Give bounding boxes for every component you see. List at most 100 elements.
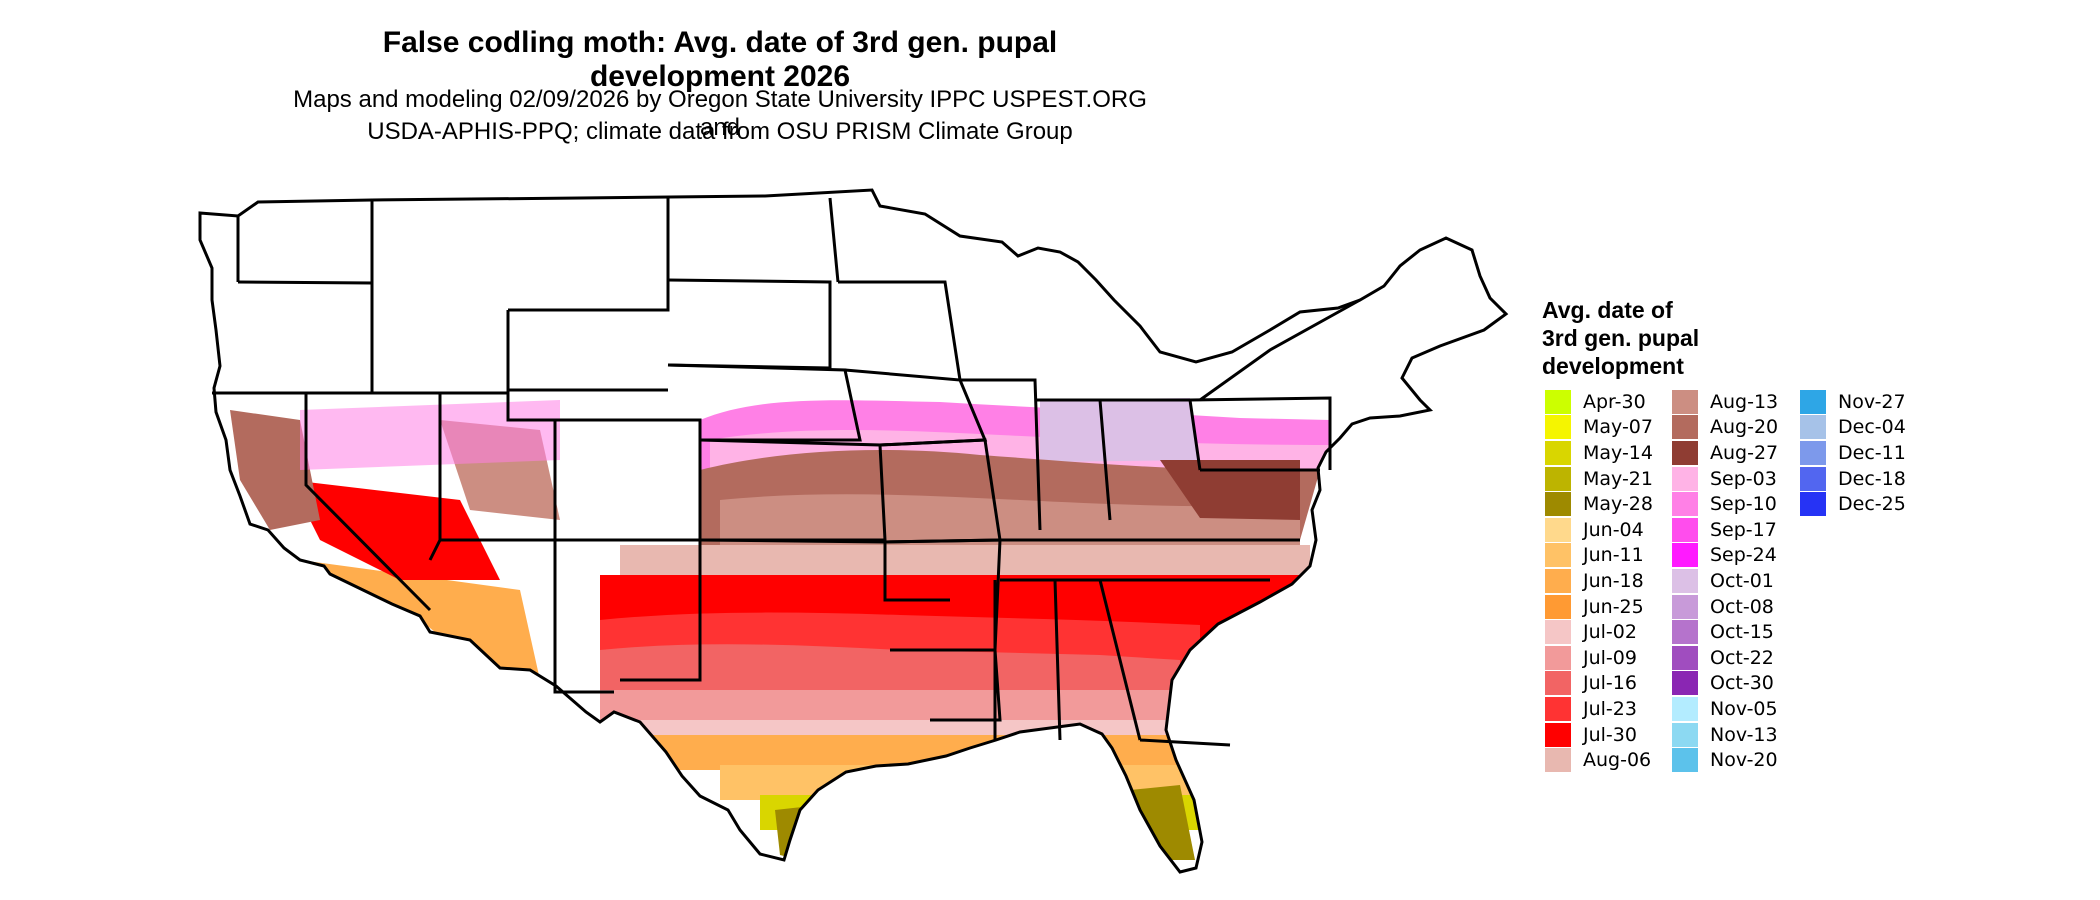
legend-item: May-14 (1545, 440, 1653, 466)
legend-item: Sep-10 (1672, 491, 1778, 517)
legend-swatch (1545, 389, 1571, 414)
zone-sw-jul (290, 480, 500, 580)
legend-label: Oct-30 (1710, 672, 1774, 695)
legend-label: Dec-18 (1838, 467, 1906, 490)
legend-swatch (1545, 517, 1571, 542)
boundary-il (960, 378, 1042, 531)
legend-label: Jul-16 (1583, 672, 1637, 695)
legend-item: Jul-02 (1545, 619, 1653, 645)
subtitle-line-2: USDA-APHIS-PPQ; climate data from OSU PR… (367, 118, 1073, 145)
legend-swatch (1672, 620, 1698, 645)
legend-label: Jun-11 (1583, 544, 1644, 567)
legend-swatch (1545, 543, 1571, 568)
legend-item: Jul-30 (1545, 722, 1653, 748)
legend-swatch (1545, 645, 1571, 670)
legend-item: Jun-11 (1545, 543, 1653, 569)
legend-label: Jul-23 (1583, 697, 1637, 720)
legend-item: Jun-04 (1545, 517, 1653, 543)
zone-oct-01 (1040, 398, 1200, 462)
legend-swatch (1545, 594, 1571, 619)
legend-swatch (1545, 722, 1571, 747)
legend-item: Aug-06 (1545, 747, 1653, 773)
zone-aug-27 (1160, 460, 1300, 520)
legend-label: Aug-20 (1710, 416, 1779, 439)
legend-item: Oct-15 (1672, 619, 1778, 645)
legend-item: Jul-16 (1545, 671, 1653, 697)
legend-swatch (1672, 671, 1698, 696)
legend-label: May-07 (1583, 416, 1653, 439)
zone-may-28 (1130, 785, 1195, 860)
legend-swatch (1672, 594, 1698, 619)
legend-label: Sep-10 (1710, 493, 1777, 516)
legend-swatch (1545, 620, 1571, 645)
legend-item: Oct-30 (1672, 671, 1778, 697)
legend-swatch (1672, 722, 1698, 747)
legend-swatch (1672, 517, 1698, 542)
legend-label: Oct-01 (1710, 569, 1774, 592)
legend-item: Oct-08 (1672, 594, 1778, 620)
legend-column-3: Nov-27 Dec-04 Dec-11 Dec-18 Dec-25 (1800, 389, 1906, 517)
legend-swatch (1545, 440, 1571, 465)
boundary-mt-wy (508, 198, 670, 312)
boundary-ny (1199, 298, 1361, 402)
legend-swatch (1800, 389, 1826, 414)
legend-label: Nov-27 (1838, 390, 1906, 413)
legend-label: Dec-11 (1838, 441, 1906, 464)
boundary-ca-nv (304, 393, 432, 612)
legend-label: Oct-22 (1710, 646, 1774, 669)
legend-title-line-1: Avg. date of (1542, 297, 1673, 323)
legend-swatch (1545, 748, 1571, 773)
legend-label: Aug-06 (1583, 749, 1652, 772)
legend-item: Nov-20 (1672, 747, 1778, 773)
legend-swatch (1672, 440, 1698, 465)
zone-jul-16 (600, 644, 1180, 700)
legend-label: Nov-20 (1710, 749, 1778, 772)
legend-label: May-28 (1583, 493, 1653, 516)
legend-item: Jul-23 (1545, 696, 1653, 722)
legend-item: Nov-13 (1672, 722, 1778, 748)
zone-aug-13 (720, 494, 1300, 545)
legend-label: Jun-18 (1583, 569, 1644, 592)
legend-column-2: Aug-13 Aug-20 Aug-27 Sep-03 Sep-10 Sep-17 Sep-… (1672, 389, 1778, 773)
legend-swatch (1672, 645, 1698, 670)
legend-item: May-07 (1545, 415, 1653, 441)
legend-title-line-2: 3rd gen. pupal (1542, 325, 1700, 351)
boundary-ga-fl (1139, 738, 1231, 747)
legend-label: Jul-02 (1583, 621, 1637, 644)
legend-item: Sep-17 (1672, 517, 1778, 543)
legend-swatch (1545, 696, 1571, 721)
zone-ca-valley (230, 410, 320, 530)
legend-swatch (1545, 466, 1571, 491)
legend-item: Jun-18 (1545, 568, 1653, 594)
legend-label: Dec-25 (1838, 493, 1906, 516)
legend-swatch (1672, 492, 1698, 517)
legend-title: Avg. date of 3rd gen. pupal development (1542, 296, 1699, 380)
legend-item: Dec-18 (1800, 466, 1906, 492)
legend-item: May-28 (1545, 491, 1653, 517)
legend-label: Sep-17 (1710, 518, 1777, 541)
legend-item: Nov-05 (1672, 696, 1778, 722)
boundary-pa (1189, 396, 1332, 470)
legend-swatch (1800, 415, 1826, 440)
zone-basin-pink (300, 400, 560, 470)
legend-item: Nov-27 (1800, 389, 1906, 415)
legend-label: Sep-24 (1710, 544, 1777, 567)
legend-item: Dec-11 (1800, 440, 1906, 466)
legend-swatch (1800, 440, 1826, 465)
legend-label: Sep-03 (1710, 467, 1777, 490)
legend-label: Oct-15 (1710, 621, 1774, 644)
legend-item: Dec-04 (1800, 415, 1906, 441)
legend-swatch (1672, 543, 1698, 568)
legend-item: Oct-22 (1672, 645, 1778, 671)
legend-swatch (1800, 466, 1826, 491)
boundary-nm-tx (620, 540, 702, 682)
boundary-al-ga (1098, 579, 1142, 741)
legend-item: May-21 (1545, 466, 1653, 492)
boundary-mn-ia (838, 280, 962, 381)
legend-swatch (1545, 492, 1571, 517)
legend-item: Aug-27 (1672, 440, 1778, 466)
legend-label: Jul-09 (1583, 646, 1637, 669)
boundary-ne (667, 363, 862, 442)
chart-title: False codling moth: Avg. date of 3rd gen… (382, 26, 1058, 93)
legend-swatch (1672, 466, 1698, 491)
